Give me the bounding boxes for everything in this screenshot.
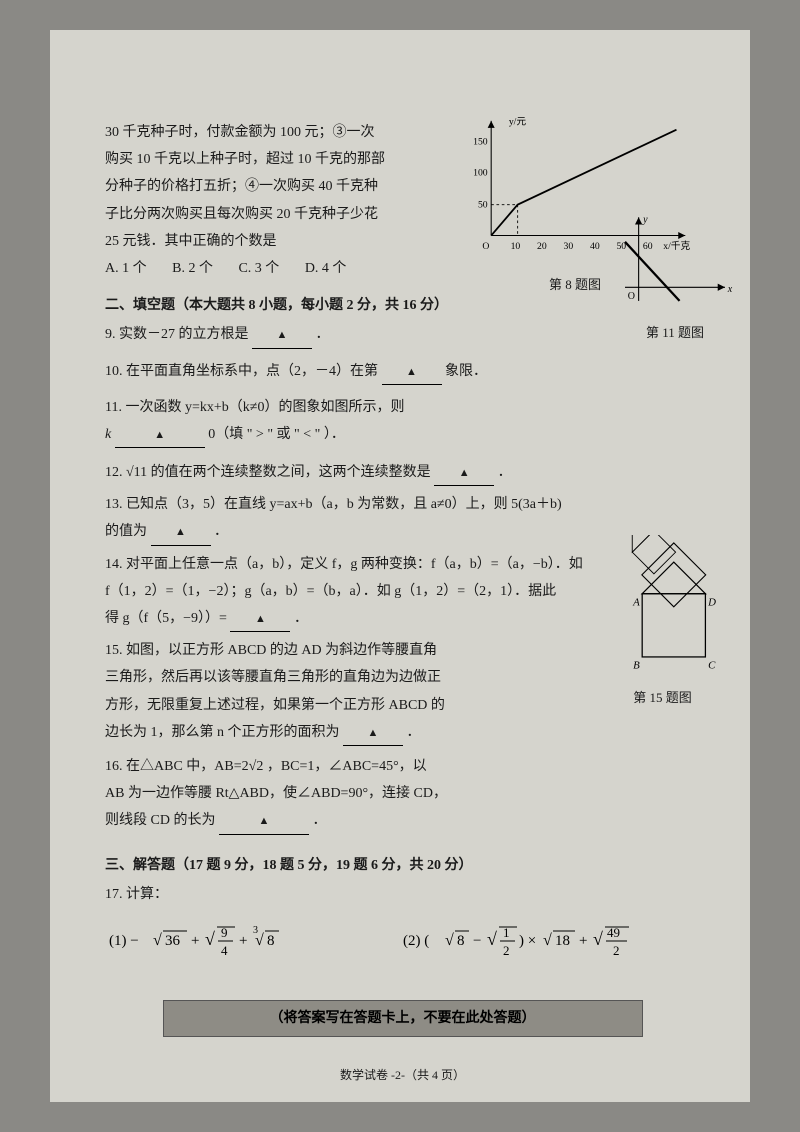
q8-opt-c: C. 3 个 bbox=[238, 256, 279, 281]
q8-line3: 分种子的价格打五折；④一次购买 40 千克种 bbox=[105, 174, 405, 199]
q11-chart: x y O 第 11 题图 bbox=[610, 210, 740, 345]
svg-text:√: √ bbox=[153, 932, 162, 949]
q17-calc2: (2) ( √8 − √ 12 ) × √18 + √ 492 bbox=[403, 915, 701, 970]
q10-blank: ▲ bbox=[382, 359, 442, 385]
svg-text:√: √ bbox=[255, 932, 264, 949]
svg-text:) ×: ) × bbox=[519, 933, 536, 949]
q14-l3a: 得 g（f（5，−9））= bbox=[105, 611, 227, 626]
svg-text:49: 49 bbox=[607, 925, 620, 940]
q11-a: 11. 一次函数 y=kx+b（k≠0）的图象如图所示，则 bbox=[105, 395, 700, 420]
q9-a: 9. 实数－27 的立方根是 bbox=[105, 327, 249, 342]
svg-text:√: √ bbox=[487, 929, 497, 949]
q12-a: 12. √11 的值在两个连续整数之间，这两个连续整数是 bbox=[105, 465, 431, 480]
svg-text:8: 8 bbox=[267, 933, 275, 949]
q16-l3b: ． bbox=[312, 813, 326, 828]
question-11: 11. 一次函数 y=kx+b（k≠0）的图象如图所示，则 k ▲ 0（填 " … bbox=[105, 395, 700, 448]
q15-caption: 第 15 题图 bbox=[580, 686, 745, 709]
svg-text:x: x bbox=[727, 284, 733, 295]
svg-text:9: 9 bbox=[221, 925, 228, 940]
q8-options: A. 1 个 B. 2 个 C. 3 个 D. 4 个 bbox=[105, 256, 405, 281]
q12-blank: ▲ bbox=[434, 460, 494, 486]
q11-caption: 第 11 题图 bbox=[610, 321, 740, 344]
q17-calc1: (1) − √36 + √ 94 + 3 √8 bbox=[105, 915, 403, 970]
svg-text:B: B bbox=[633, 660, 640, 672]
q13-blank: ▲ bbox=[151, 519, 211, 545]
question-12: 12. √11 的值在两个连续整数之间，这两个连续整数是 ▲ ． bbox=[105, 460, 700, 486]
svg-text:D: D bbox=[707, 596, 716, 608]
q9-blank: ▲ bbox=[252, 322, 312, 348]
q15-l4a: 边长为 1，那么第 n 个正方形的面积为 bbox=[105, 725, 340, 740]
svg-text:C: C bbox=[708, 660, 716, 672]
svg-text:20: 20 bbox=[537, 241, 547, 252]
q12-b: ． bbox=[498, 465, 512, 480]
svg-text:18: 18 bbox=[555, 933, 570, 949]
q15-l2: 三角形，然后再以该等腰直角三角形的直角边为边做正 bbox=[105, 665, 475, 690]
q15-l1: 15. 如图，以正方形 ABCD 的边 AD 为斜边作等腰直角 bbox=[105, 638, 475, 663]
q15-l4b: ． bbox=[407, 725, 421, 740]
q15-chart: A D B C 第 15 题图 bbox=[580, 535, 745, 710]
q14-l3b: ． bbox=[294, 611, 308, 626]
question-15: 15. 如图，以正方形 ABCD 的边 AD 为斜边作等腰直角 三角形，然后再以… bbox=[105, 638, 475, 746]
q13-b: 的值为 bbox=[105, 524, 147, 539]
answer-note-box: （将答案写在答题卡上，不要在此处答题） bbox=[163, 1000, 643, 1037]
q13-c: ． bbox=[214, 524, 228, 539]
q13-a: 13. 已知点（3，5）在直线 y=ax+b（a，b 为常数，且 a≠0）上，则… bbox=[105, 492, 700, 517]
svg-text:100: 100 bbox=[473, 168, 488, 179]
svg-text:+: + bbox=[191, 933, 199, 949]
svg-text:50: 50 bbox=[478, 199, 488, 210]
q16-l3a: 则线段 CD 的长为 bbox=[105, 813, 215, 828]
svg-text:36: 36 bbox=[165, 933, 181, 949]
svg-text:(1) −: (1) − bbox=[109, 933, 139, 949]
q9-b: ． bbox=[316, 327, 330, 342]
svg-text:30: 30 bbox=[564, 241, 574, 252]
q8-line2: 购买 10 千克以上种子时，超过 10 千克的那部 bbox=[105, 147, 405, 172]
q16-l2: AB 为一边作等腰 Rt△ABD，使∠ABD=90°，连接 CD， bbox=[105, 781, 485, 806]
q15-blank: ▲ bbox=[343, 720, 403, 746]
q17-calc-row: (1) − √36 + √ 94 + 3 √8 (2) ( √8 − √ 12 … bbox=[105, 915, 700, 970]
q8-opt-b: B. 2 个 bbox=[172, 256, 213, 281]
svg-text:40: 40 bbox=[590, 241, 600, 252]
q11-blank: ▲ bbox=[115, 422, 205, 448]
q11-c: 0（填 " > " 或 " < " ）． bbox=[208, 427, 345, 442]
svg-text:+: + bbox=[579, 933, 587, 949]
svg-text:O: O bbox=[482, 241, 489, 252]
svg-text:y: y bbox=[642, 215, 648, 226]
q10-a: 10. 在平面直角坐标系中，点（2，－4）在第 bbox=[105, 364, 378, 379]
svg-text:√: √ bbox=[445, 932, 454, 949]
q8-line4: 子比分两次购买且每次购买 20 千克种子少花 bbox=[105, 202, 405, 227]
svg-text:+: + bbox=[239, 933, 247, 949]
svg-text:2: 2 bbox=[503, 943, 510, 958]
svg-text:O: O bbox=[628, 291, 635, 302]
q8-opt-a: A. 1 个 bbox=[105, 256, 147, 281]
page-number: 数学试卷 -2-（共 4 页） bbox=[105, 1065, 700, 1087]
q14-blank: ▲ bbox=[230, 606, 290, 632]
q8-text: 30 千克种子时，付款金额为 100 元；③一次 购买 10 千克以上种子时，超… bbox=[105, 120, 405, 281]
svg-text:√: √ bbox=[205, 929, 215, 949]
q17-head: 17. 计算： bbox=[105, 882, 700, 907]
question-10: 10. 在平面直角坐标系中，点（2，－4）在第 ▲ 象限． bbox=[105, 359, 700, 385]
q16-l1: 16. 在△ABC 中，AB=2√2 ，BC=1，∠ABC=45°，以 bbox=[105, 754, 485, 779]
svg-text:4: 4 bbox=[221, 943, 228, 958]
svg-text:(2) (: (2) ( bbox=[403, 933, 429, 949]
q16-blank: ▲ bbox=[219, 808, 309, 834]
exam-page: 30 千克种子时，付款金额为 100 元；③一次 购买 10 千克以上种子时，超… bbox=[50, 30, 750, 1102]
q8-opt-d: D. 4 个 bbox=[305, 256, 347, 281]
q15-l3: 方形，无限重复上述过程，如果第一个正方形 ABCD 的 bbox=[105, 693, 475, 718]
q8-line1: 30 千克种子时，付款金额为 100 元；③一次 bbox=[105, 120, 405, 145]
svg-text:√: √ bbox=[543, 932, 552, 949]
q8-line5: 25 元钱．其中正确的个数是 bbox=[105, 229, 405, 254]
question-16: 16. 在△ABC 中，AB=2√2 ，BC=1，∠ABC=45°，以 AB 为… bbox=[105, 754, 485, 835]
svg-text:−: − bbox=[473, 933, 481, 949]
svg-text:10: 10 bbox=[511, 241, 521, 252]
svg-text:1: 1 bbox=[503, 925, 510, 940]
q10-b: 象限． bbox=[445, 364, 487, 379]
svg-text:8: 8 bbox=[457, 933, 465, 949]
svg-text:150: 150 bbox=[473, 137, 488, 148]
q8-ylabel: y/元 bbox=[509, 116, 527, 127]
q11-b: k bbox=[105, 427, 111, 442]
svg-text:A: A bbox=[632, 596, 640, 608]
svg-text:2: 2 bbox=[613, 943, 620, 958]
section-3-title: 三、解答题（17 题 9 分，18 题 5 分，19 题 6 分，共 20 分） bbox=[105, 853, 700, 878]
svg-text:√: √ bbox=[593, 929, 603, 949]
